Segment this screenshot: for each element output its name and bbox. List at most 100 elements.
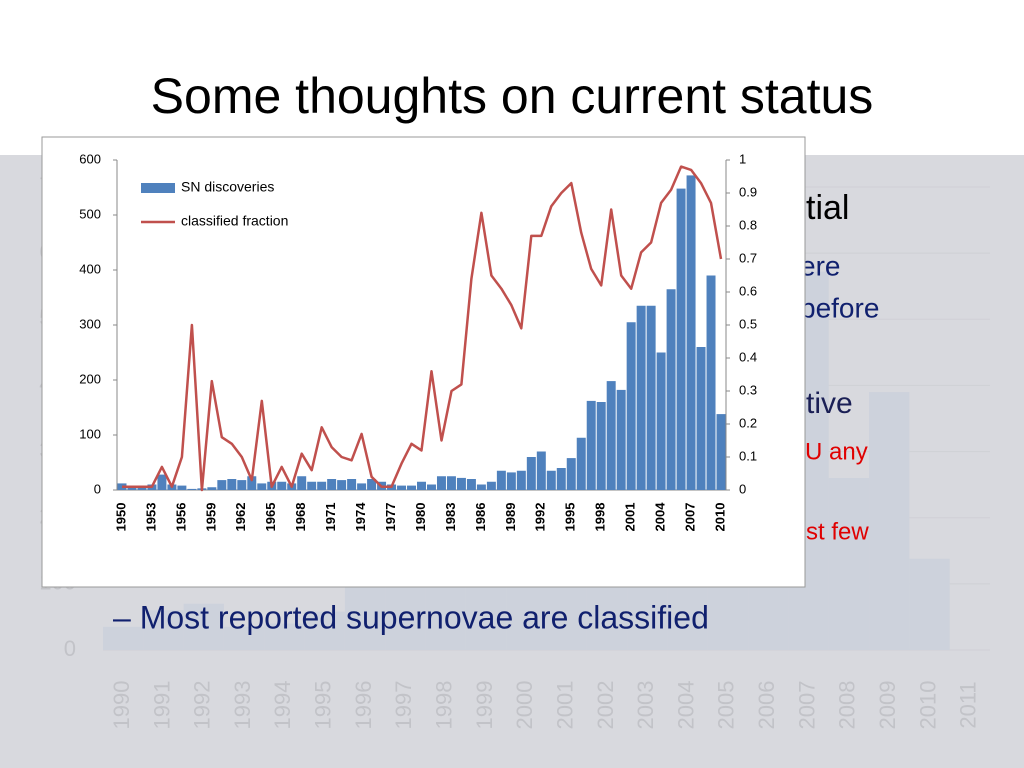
bar (546, 470, 556, 490)
x-tick-label: 1950 (113, 503, 128, 532)
bar (656, 352, 666, 490)
x-tick-label: 1980 (413, 503, 428, 532)
bar (407, 485, 417, 490)
y2-tick-label: 0.2 (739, 415, 757, 430)
bar (344, 587, 386, 650)
y2-tick-label: 0.1 (739, 448, 757, 463)
bar (828, 478, 870, 650)
bullet-fragment: U any (805, 438, 868, 465)
x-tick-label: 2000 (512, 681, 537, 730)
x-tick-label: 1977 (383, 503, 398, 532)
x-tick-label: 2010 (712, 503, 727, 532)
x-tick-label: 1994 (270, 681, 295, 730)
bar (237, 480, 247, 490)
bullet-fragment: tial (806, 189, 849, 227)
x-tick-label: 1995 (563, 503, 578, 532)
legend-swatch (141, 183, 175, 193)
bar (869, 392, 910, 650)
bar (177, 485, 187, 490)
bar (297, 476, 307, 490)
bullet-fragment: st few (806, 518, 869, 545)
legend-label: SN discoveries (181, 179, 274, 195)
bar (446, 476, 456, 490)
x-tick-label: 1997 (391, 681, 416, 730)
x-tick-label: 1998 (593, 503, 608, 532)
bar (516, 470, 526, 490)
y2-tick-label: 0.6 (739, 283, 757, 298)
x-tick-label: 2003 (633, 681, 658, 730)
x-tick-label: 1971 (323, 503, 338, 532)
y2-tick-label: 0 (739, 481, 746, 496)
bullet-fragment: before (800, 292, 879, 323)
bar (486, 481, 496, 490)
x-tick-label: 1990 (109, 681, 134, 730)
bar (357, 483, 367, 490)
bar (223, 626, 265, 650)
bar (456, 477, 466, 490)
bar (526, 457, 536, 490)
bar (566, 458, 576, 490)
x-tick-label: 2010 (915, 681, 940, 730)
bar (646, 305, 656, 490)
x-tick-label: 2004 (673, 681, 698, 730)
y-tick-label: 0 (94, 481, 101, 496)
y2-tick-label: 0.9 (739, 184, 757, 199)
bar (606, 381, 616, 490)
y2-tick-label: 0.5 (739, 316, 757, 331)
bar (397, 485, 407, 490)
bar (217, 480, 227, 490)
x-tick-label: 1992 (190, 681, 215, 730)
x-tick-label: 1959 (203, 503, 218, 532)
bar (367, 479, 377, 490)
x-tick-label: 1989 (503, 503, 518, 532)
x-tick-label: 2001 (623, 503, 638, 532)
y-tick-label: 400 (79, 261, 101, 276)
bar (706, 275, 716, 490)
x-tick-label: 1992 (533, 503, 548, 532)
bar (264, 623, 305, 650)
bar (696, 347, 706, 490)
legend-label: classified fraction (181, 213, 288, 229)
bar (436, 476, 446, 490)
bar (556, 468, 566, 490)
bar (666, 289, 676, 490)
y2-tick-label: 0.7 (739, 250, 757, 265)
bar (117, 483, 127, 490)
bar (426, 484, 436, 490)
bar (207, 487, 217, 490)
x-tick-label: 1999 (472, 681, 497, 730)
x-tick-label: 2008 (835, 681, 860, 730)
x-tick-label: 1953 (143, 503, 158, 532)
bar (686, 175, 696, 490)
bar (466, 479, 476, 490)
x-tick-label: 1986 (473, 503, 488, 532)
x-tick-label: 1995 (311, 681, 336, 730)
bar (496, 470, 506, 490)
bar (417, 481, 426, 490)
line (122, 165, 723, 492)
bar (257, 483, 267, 490)
bar (317, 481, 327, 490)
slide-title: Some thoughts on current status (151, 68, 874, 124)
x-tick-label: 1962 (233, 503, 248, 532)
x-tick-label: 1991 (149, 681, 174, 730)
bar (183, 603, 224, 650)
x-tick-label: 2006 (754, 681, 779, 730)
bar (909, 558, 950, 650)
bar (636, 305, 646, 490)
bar (586, 400, 596, 490)
x-tick-label: 2005 (714, 681, 739, 730)
x-tick-label: 2004 (653, 502, 668, 532)
y2-tick-label: 0.8 (739, 217, 757, 232)
bar (347, 479, 357, 490)
bar (506, 472, 516, 490)
bar (327, 479, 337, 490)
x-tick-label: 1965 (263, 503, 278, 532)
bar (476, 484, 486, 490)
x-tick-label: 2007 (794, 681, 819, 730)
bullet-text: – Most reported supernovae are classifie… (113, 599, 709, 635)
y-tick-label: 500 (79, 206, 101, 221)
bar (596, 402, 606, 490)
